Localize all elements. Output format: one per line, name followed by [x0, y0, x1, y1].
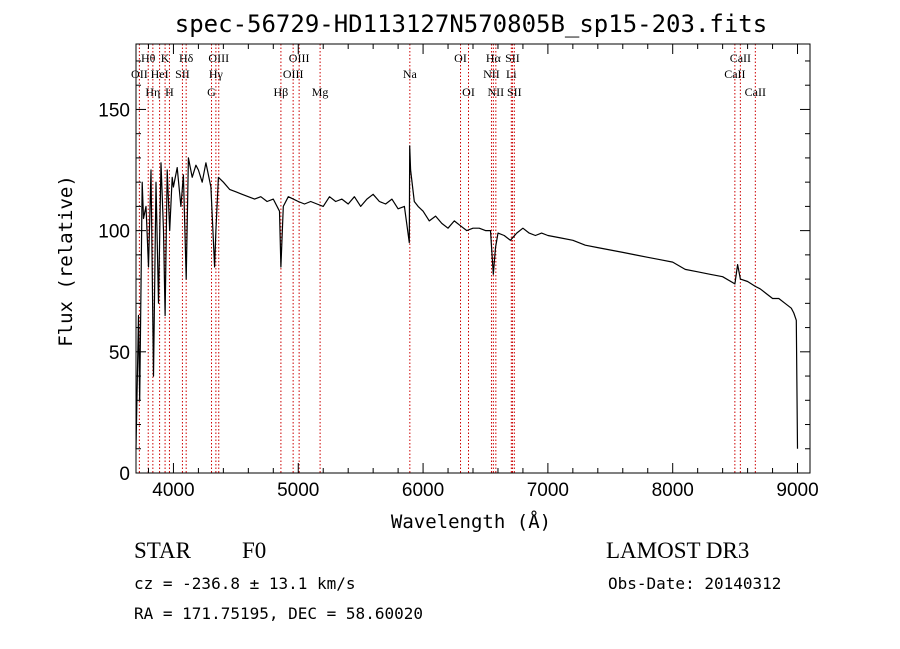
redshift-velocity: cz = -236.8 ± 13.1 km/s — [134, 574, 356, 593]
x-tick-label: 7000 — [527, 480, 569, 501]
spectral-line-label: Hδ — [179, 51, 194, 65]
spectral-line-label: Hγ — [209, 67, 224, 81]
observation-date: Obs-Date: 20140312 — [608, 574, 782, 593]
spectrum-chart: spec-56729-HD113127N570805B_sp15-203.fit… — [55, 10, 819, 533]
x-tick-label: 6000 — [402, 480, 444, 501]
y-axis-label: Flux (relative) — [55, 175, 77, 347]
spectral-line-labels: OIIHθHηHeIKHSIIHδGHγOIIIHβOIIIOIIIMgNaOI… — [131, 51, 766, 99]
spectral-line-label: HeI — [151, 67, 169, 81]
spectral-line-label: CaII — [724, 67, 745, 81]
spectral-line-label: CaII — [730, 51, 751, 65]
spectral-line-label: Hη — [145, 85, 160, 99]
spectral-line-label: OIII — [289, 51, 310, 65]
chart-title: spec-56729-HD113127N570805B_sp15-203.fit… — [175, 10, 767, 38]
object-subclass: F0 — [242, 538, 267, 563]
x-tick-label: 8000 — [652, 480, 694, 501]
spectral-line-label: G — [207, 85, 216, 99]
spectrum-line — [135, 145, 799, 449]
spectral-line-label: OIII — [208, 51, 229, 65]
spectral-line-label: H — [165, 85, 174, 99]
spectral-line-label: OII — [131, 67, 148, 81]
spectrum-series — [135, 145, 799, 449]
spectral-line-label: CaII — [745, 85, 766, 99]
spectral-line-label: OI — [462, 85, 475, 99]
y-tick-label: 100 — [98, 222, 130, 243]
spectral-line-label: K — [161, 51, 170, 65]
spectral-line-label: OIII — [283, 67, 304, 81]
object-class: STAR — [134, 538, 191, 563]
ra-dec: RA = 171.75195, DEC = 58.60020 — [134, 604, 423, 623]
spectral-line-markers — [138, 44, 756, 473]
y-tick-label: 50 — [109, 343, 130, 364]
spectral-line-label: OI — [454, 51, 467, 65]
x-axis-label: Wavelength (Å) — [391, 510, 551, 533]
axes: 4000 5000 6000 7000 8000 9000 0 50 100 150 — [98, 44, 819, 501]
spectral-line-label: Hθ — [141, 51, 156, 65]
spectral-line-label: Mg — [312, 85, 329, 99]
plot-frame — [135, 43, 811, 474]
spectral-line-label: SII — [175, 67, 190, 81]
y-tick-label: 150 — [98, 100, 130, 121]
spectral-line-label: SII — [507, 85, 522, 99]
spectral-line-label: NII — [488, 85, 505, 99]
spectral-line-label: Li — [506, 67, 517, 81]
spectral-line-label: SII — [505, 51, 520, 65]
x-tick-label: 9000 — [776, 480, 818, 501]
spectral-line-label: Hβ — [274, 85, 289, 99]
y-tick-label: 0 — [119, 464, 130, 485]
x-tick-label: 5000 — [277, 480, 319, 501]
spectral-line-label: NII — [483, 67, 500, 81]
x-tick-label: 4000 — [152, 480, 194, 501]
survey-name: LAMOST DR3 — [606, 538, 750, 563]
spectral-line-label: Na — [403, 67, 418, 81]
spectral-line-label: Hα — [486, 51, 502, 65]
